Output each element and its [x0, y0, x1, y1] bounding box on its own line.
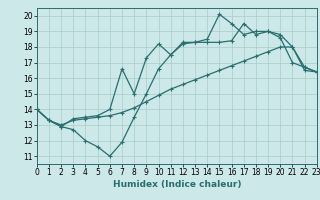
X-axis label: Humidex (Indice chaleur): Humidex (Indice chaleur) — [113, 180, 241, 189]
